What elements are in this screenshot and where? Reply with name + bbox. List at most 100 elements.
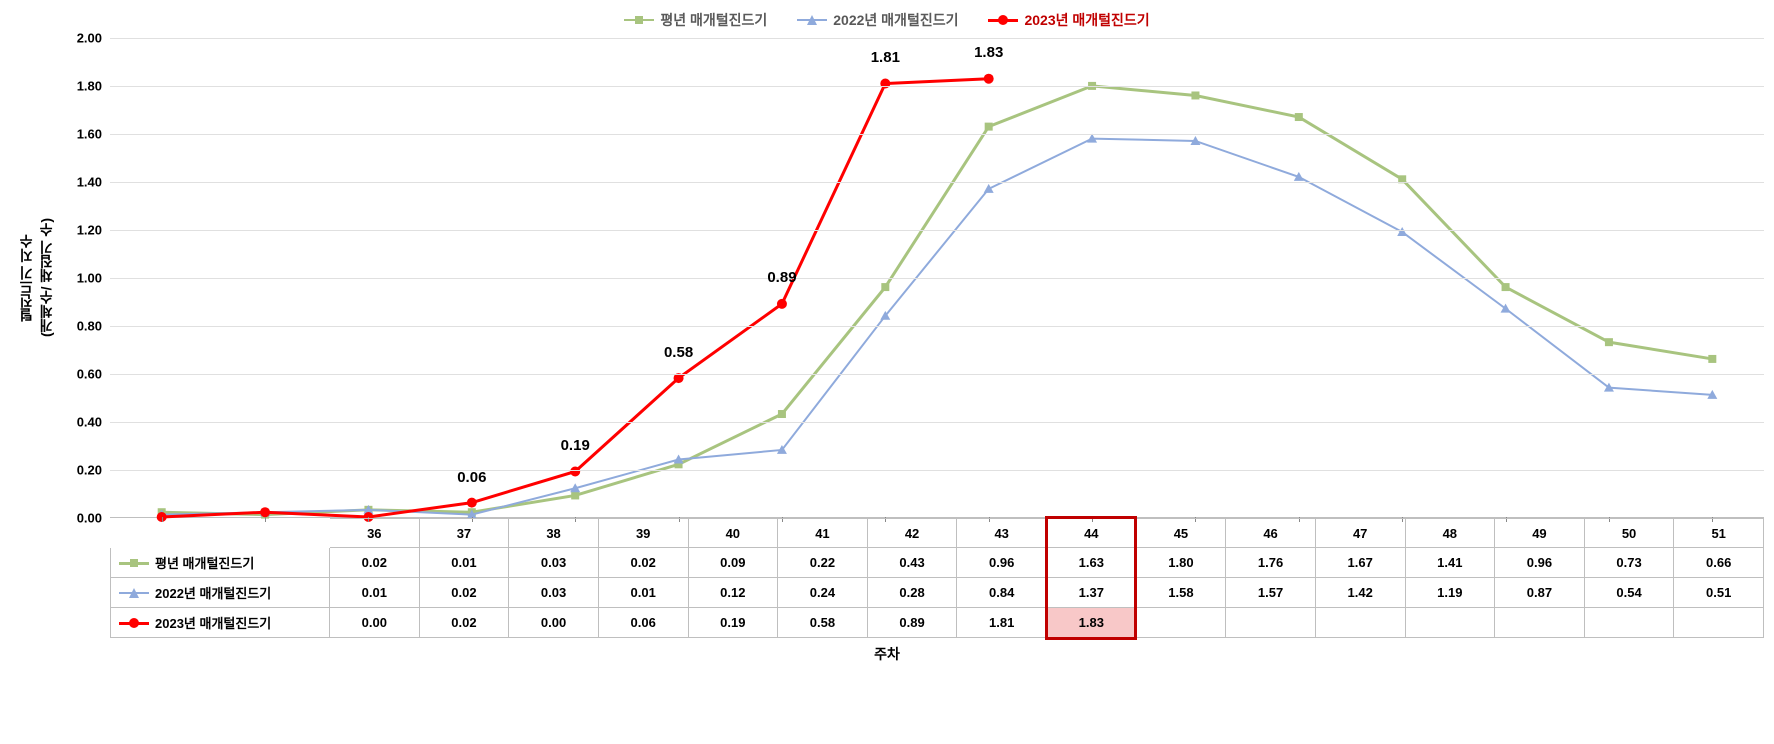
table-cell: 0.96	[1495, 548, 1585, 578]
table-header-cell: 40	[689, 518, 779, 548]
table-cell: 1.57	[1226, 578, 1316, 608]
ytick-label: 1.60	[77, 127, 102, 142]
table-row: 0.020.010.030.020.090.220.430.961.631.80…	[330, 548, 1764, 578]
table-cell: 1.63	[1047, 548, 1137, 578]
table-header-cell: 36	[330, 518, 420, 548]
table-cell: 1.76	[1226, 548, 1316, 578]
table-cell: 1.67	[1316, 548, 1406, 578]
table-row: 0.000.020.000.060.190.580.891.811.83	[330, 608, 1764, 638]
ytick-label: 0.80	[77, 319, 102, 334]
table-header-cell: 42	[868, 518, 958, 548]
table-cell: 0.00	[509, 608, 599, 638]
table-row-label: 평년 매개털진드기	[110, 548, 330, 578]
table-header-row: 36373839404142434445464748495051	[330, 518, 1764, 548]
table-cell: 1.19	[1406, 578, 1496, 608]
data-table-row-labels: 평년 매개털진드기 2022년 매개털진드기 2023년 매개털진드기	[110, 518, 330, 638]
ytick-label: 1.00	[77, 271, 102, 286]
legend: 평년 매개털진드기2022년 매개털진드기2023년 매개털진드기	[10, 10, 1764, 30]
table-cell	[1226, 608, 1316, 638]
table-header-cell: 41	[778, 518, 868, 548]
series-marker-avg	[778, 410, 786, 418]
table-cell: 0.02	[420, 578, 510, 608]
gridline	[110, 470, 1764, 471]
table-cell: 0.01	[599, 578, 689, 608]
table-cell: 0.01	[330, 578, 420, 608]
data-label: 1.81	[871, 49, 900, 66]
series-marker-y2023	[467, 498, 477, 508]
legend-item: 2022년 매개털진드기	[797, 10, 958, 30]
yaxis-label: 털진드기 지수(개체수/ 채집기 수)	[10, 38, 50, 518]
table-row-label: 2023년 매개털진드기	[110, 608, 330, 638]
table-cell: 0.00	[330, 608, 420, 638]
table-cell: 0.03	[509, 548, 599, 578]
series-marker-avg	[1191, 91, 1199, 99]
table-cell	[1137, 608, 1227, 638]
table-cell: 1.41	[1406, 548, 1496, 578]
data-label: 0.19	[561, 437, 590, 454]
table-cell	[1674, 608, 1764, 638]
table-cell	[1316, 608, 1406, 638]
gridline	[110, 86, 1764, 87]
series-marker-avg	[571, 491, 579, 499]
table-cell: 0.54	[1585, 578, 1675, 608]
table-row: 0.010.020.030.010.120.240.280.841.371.58…	[330, 578, 1764, 608]
ytick-label: 0.60	[77, 367, 102, 382]
table-header-cell: 39	[599, 518, 689, 548]
xtick-mark	[265, 517, 266, 522]
table-cell: 0.02	[420, 608, 510, 638]
series-marker-avg	[881, 283, 889, 291]
table-row-label: 2022년 매개털진드기	[110, 578, 330, 608]
table-cell: 1.37	[1047, 578, 1137, 608]
table-row-label-text: 2022년 매개털진드기	[155, 583, 271, 602]
ytick-label: 2.00	[77, 31, 102, 46]
ytick-label: 1.40	[77, 175, 102, 190]
table-cell: 0.66	[1674, 548, 1764, 578]
series-marker-y2022	[984, 184, 994, 193]
data-table-grid: 363738394041424344454647484950510.020.01…	[330, 518, 1764, 638]
legend-label: 평년 매개털진드기	[660, 10, 767, 30]
gridline	[110, 230, 1764, 231]
table-cell: 0.22	[778, 548, 868, 578]
yaxis-ticks: 0.000.200.400.600.801.001.201.401.601.80…	[50, 38, 110, 518]
ytick-label: 0.20	[77, 463, 102, 478]
chart-container: 평년 매개털진드기 2022년 매개털진드기 2023년 매개털진드기 털진드기 지…	[10, 10, 1764, 734]
data-label: 0.58	[664, 344, 693, 361]
table-cell: 0.51	[1674, 578, 1764, 608]
table-header-cell: 48	[1406, 518, 1496, 548]
table-cell: 0.43	[868, 548, 958, 578]
table-cell	[1495, 608, 1585, 638]
table-cell	[1585, 608, 1675, 638]
table-cell: 0.09	[689, 548, 779, 578]
series-marker-avg	[1605, 338, 1613, 346]
table-cell: 0.24	[778, 578, 868, 608]
data-label: 0.89	[767, 269, 796, 286]
gridline	[110, 38, 1764, 39]
series-marker-y2022	[1397, 227, 1407, 236]
table-cell	[1406, 608, 1496, 638]
table-header-cell: 38	[509, 518, 599, 548]
ytick-label: 0.00	[77, 511, 102, 526]
plot-area: 0.060.190.580.891.811.83	[110, 38, 1764, 518]
table-header-cell: 46	[1226, 518, 1316, 548]
series-marker-avg	[1708, 355, 1716, 363]
table-cell: 0.01	[420, 548, 510, 578]
data-label: 1.83	[974, 44, 1003, 61]
table-cell: 0.19	[689, 608, 779, 638]
series-marker-y2023	[777, 299, 787, 309]
gridline	[110, 326, 1764, 327]
table-row-label-text: 평년 매개털진드기	[155, 553, 254, 572]
xtick-mark	[162, 517, 163, 522]
xaxis-label: 주차	[10, 644, 1764, 664]
gridline	[110, 422, 1764, 423]
table-header-cell: 50	[1585, 518, 1675, 548]
table-cell: 0.12	[689, 578, 779, 608]
series-marker-avg	[985, 123, 993, 131]
table-cell: 1.42	[1316, 578, 1406, 608]
table-header-cell: 51	[1674, 518, 1764, 548]
table-header-cell: 45	[1137, 518, 1227, 548]
table-cell: 0.87	[1495, 578, 1585, 608]
series-marker-avg	[1295, 113, 1303, 121]
table-cell: 0.96	[957, 548, 1047, 578]
table-cell: 0.02	[330, 548, 420, 578]
table-header-cell: 43	[957, 518, 1047, 548]
